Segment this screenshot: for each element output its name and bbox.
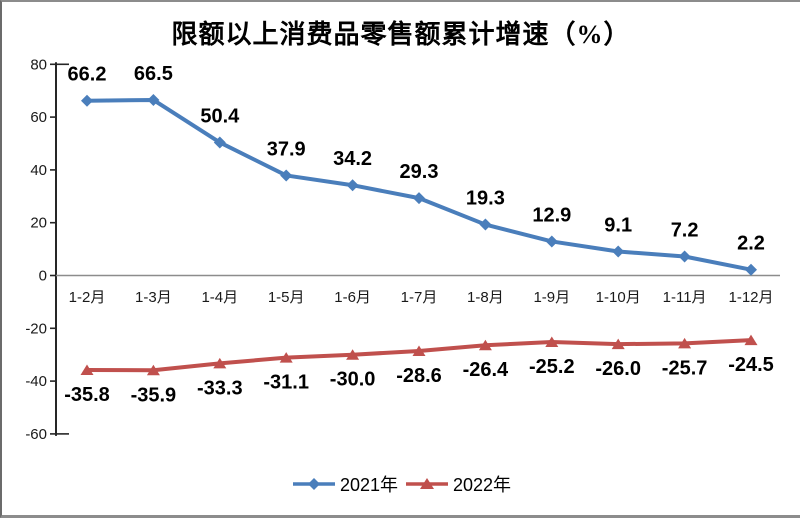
data-point-marker: [412, 345, 426, 357]
x-axis-label: 1-11月: [663, 289, 707, 306]
data-point-marker: [146, 364, 160, 376]
data-point-label: 12.9: [532, 204, 571, 226]
legend-item-2021: 2021年: [291, 471, 398, 497]
y-axis-tick-label: -60: [25, 426, 47, 443]
y-axis-tick-label: -40: [25, 373, 47, 390]
data-point-marker: [279, 352, 293, 363]
data-point-marker: [744, 334, 758, 346]
data-point-label: 29.3: [400, 161, 439, 183]
x-axis-label: 1-12月: [728, 289, 773, 306]
data-point-marker: [346, 349, 360, 360]
data-point-label: 66.5: [134, 63, 173, 85]
data-point-label: -35.9: [131, 384, 177, 406]
data-point-marker: [678, 337, 692, 349]
x-axis-label: 1-9月: [533, 289, 570, 306]
data-point-label: -33.3: [197, 377, 243, 399]
data-point-marker: [213, 357, 227, 369]
data-point-marker: [81, 94, 93, 107]
legend: 2021年 2022年: [2, 471, 800, 497]
series-line-2021年: [86, 97, 752, 272]
x-axis-label: 1-4月: [201, 289, 238, 306]
legend-label-2022: 2022年: [453, 475, 512, 495]
data-point-marker: [80, 364, 94, 376]
x-axis-label: 1-10月: [596, 289, 641, 306]
data-point-marker: [479, 218, 492, 231]
y-axis-tick-label: 60: [30, 109, 47, 126]
data-point-label: -28.6: [396, 365, 442, 387]
data-point-label: -26.0: [595, 358, 641, 380]
data-point-marker: [478, 339, 492, 351]
data-point-marker: [545, 235, 558, 248]
y-axis-tick-label: 0: [39, 268, 47, 285]
data-point-label: -35.8: [64, 384, 110, 406]
x-axis-label: 1-7月: [401, 289, 438, 306]
data-point-marker: [346, 179, 359, 192]
data-point-label: 37.9: [267, 138, 306, 160]
data-point-label: -24.5: [728, 354, 774, 376]
legend-marker-2021-diamond-icon: [292, 478, 335, 490]
data-point-label: -25.7: [662, 357, 708, 379]
y-axis-tick-label: -20: [25, 320, 47, 337]
data-point-label: 50.4: [200, 105, 240, 127]
data-point-label: 19.3: [466, 188, 505, 210]
y-axis-tick-label: 80: [30, 56, 47, 73]
y-axis-tick-label: 40: [30, 162, 47, 179]
data-point-marker: [147, 93, 160, 106]
legend-marker-2022-triangle-icon: [406, 478, 448, 489]
x-axis-label: 1-5月: [268, 289, 305, 306]
x-axis-label: 1-2月: [69, 289, 106, 306]
data-point-marker: [611, 338, 625, 350]
data-point-marker: [213, 136, 226, 149]
x-axis-label: 1-8月: [467, 289, 504, 306]
data-point-label: 9.1: [604, 214, 632, 236]
x-axis-label: 1-3月: [135, 289, 172, 306]
data-point-marker: [745, 263, 757, 276]
data-point-label: -31.1: [263, 372, 309, 394]
data-point-marker: [545, 336, 559, 348]
data-point-marker: [678, 250, 691, 263]
data-point-marker: [413, 192, 425, 205]
legend-label-2021: 2021年: [339, 475, 398, 495]
data-point-label: 34.2: [333, 148, 372, 170]
data-point-label: 7.2: [671, 219, 699, 241]
data-point-label: -25.2: [529, 356, 575, 378]
data-point-label: 2.2: [737, 233, 765, 255]
x-axis-label: 1-6月: [334, 289, 371, 306]
data-point-marker: [612, 245, 625, 258]
data-point-label: -30.0: [330, 369, 376, 391]
y-axis-tick-label: 20: [30, 215, 47, 232]
data-point-label: -26.4: [463, 359, 509, 381]
data-point-label: 66.2: [68, 64, 107, 86]
legend-item-2022: 2022年: [404, 471, 511, 497]
data-point-marker: [280, 169, 293, 182]
chart-title: 限额以上消费品零售额累计增速（%）: [171, 20, 631, 49]
